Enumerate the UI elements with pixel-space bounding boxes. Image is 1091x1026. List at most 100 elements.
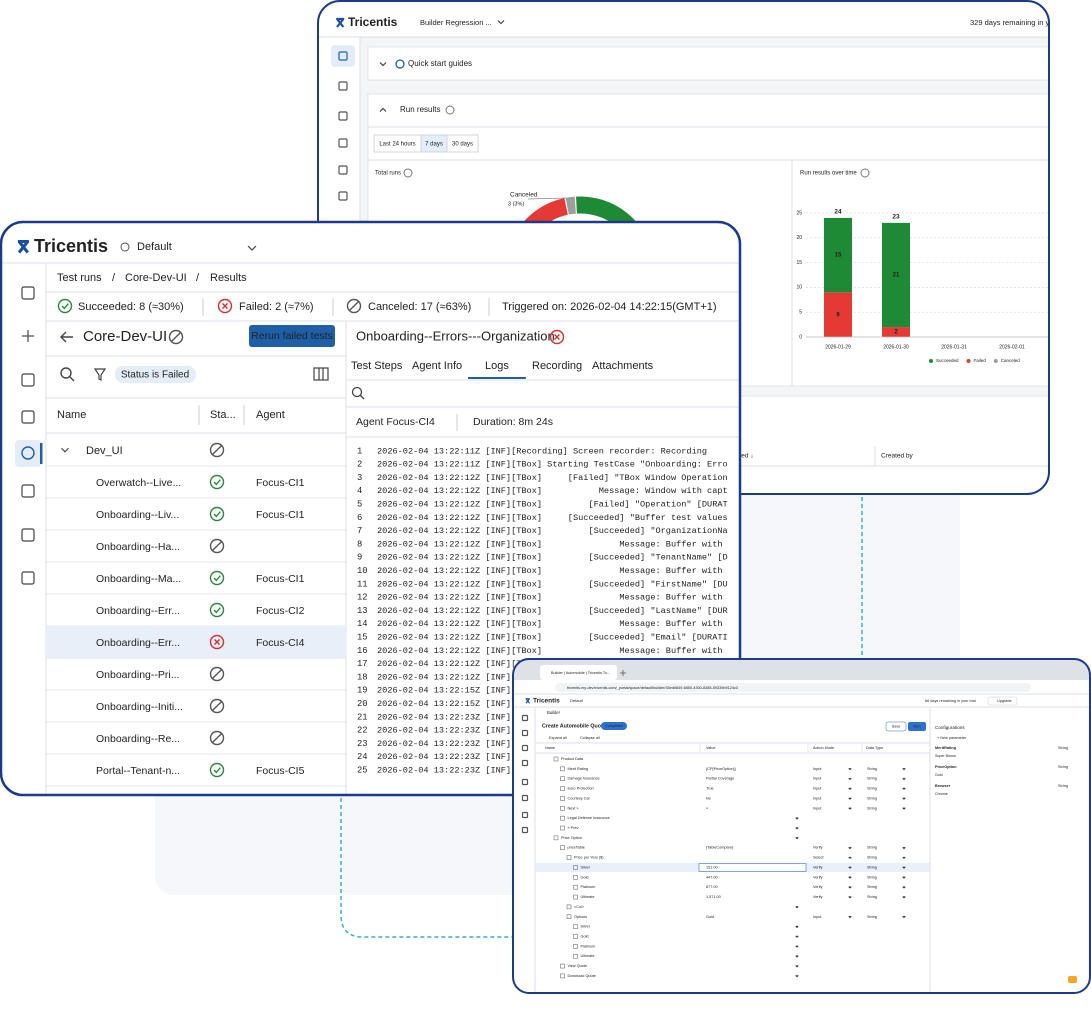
row-type[interactable]: String	[867, 885, 877, 889]
filter-icon[interactable]	[93, 368, 107, 381]
tab-underline	[468, 377, 526, 379]
chevron	[795, 935, 799, 938]
sidebar-icon[interactable]	[21, 571, 35, 585]
row-action[interactable]: Input	[813, 915, 822, 919]
row-action[interactable]: Verify	[813, 895, 823, 899]
status-glyph	[213, 607, 221, 614]
test-name[interactable]: Onboarding--Err...	[96, 637, 180, 649]
sidebar-icon[interactable]	[521, 778, 529, 786]
search-icon	[359, 394, 365, 400]
collapse-all[interactable]: Collapse all	[580, 736, 600, 740]
row-action[interactable]: Input	[813, 796, 822, 800]
test-name[interactable]: Onboarding--Initi...	[96, 701, 183, 713]
row-type[interactable]: String	[867, 796, 877, 800]
sidebar-icon[interactable]	[338, 191, 348, 201]
tab[interactable]: Agent Info	[412, 360, 462, 372]
column-header: Name	[545, 746, 555, 750]
row-action[interactable]: Input	[813, 777, 822, 781]
tab[interactable]: Recording	[532, 360, 582, 372]
test-name[interactable]: Onboarding--Err...	[96, 605, 180, 617]
sidebar-icon[interactable]	[521, 826, 529, 834]
breadcrumb[interactable]: Test runs	[57, 272, 102, 284]
row-type[interactable]: String	[867, 865, 877, 869]
row-type[interactable]: String	[867, 787, 877, 791]
sidebar-icon[interactable]	[21, 446, 35, 460]
summary-succeeded: Succeeded: 8 (≈30%)	[78, 301, 184, 313]
row-icon	[573, 944, 578, 949]
sidebar-icon[interactable]	[21, 484, 35, 498]
save[interactable]: Save	[892, 725, 901, 729]
test-name[interactable]: Onboarding--Pri...	[96, 669, 179, 681]
sidebar-icon[interactable]	[338, 111, 348, 121]
row-type[interactable]: String	[867, 915, 877, 919]
row-action[interactable]: Verify	[813, 875, 823, 879]
upgrade[interactable]: Upgrade	[997, 699, 1012, 703]
row-type[interactable]: String	[867, 875, 877, 879]
rerun-label[interactable]: Rerun failed tests	[251, 330, 333, 342]
run[interactable]: Run	[914, 725, 921, 729]
row-action[interactable]: Verify	[813, 865, 823, 869]
sidebar-icon[interactable]	[521, 811, 529, 819]
row-action[interactable]: Input	[813, 767, 822, 771]
workspace[interactable]: Default	[137, 241, 172, 253]
workspace[interactable]: Builder Regression ...	[420, 18, 492, 27]
test-name[interactable]: Onboarding--Ma...	[96, 573, 181, 585]
back-arrow[interactable]	[60, 331, 73, 343]
log-line-number: 12	[357, 593, 368, 603]
logo-mark	[17, 239, 29, 254]
sidebar-icon[interactable]	[338, 51, 348, 61]
browser-tab-title[interactable]: Builder | Automobile | Tricentis To...	[551, 671, 610, 675]
range-label[interactable]: 7 days	[425, 142, 443, 148]
chevron	[848, 876, 852, 879]
row-action[interactable]: Input	[813, 806, 822, 810]
sidebar-icon[interactable]	[521, 714, 529, 722]
row-action[interactable]: Input	[813, 787, 822, 791]
breadcrumb[interactable]: Core-Dev-UI	[125, 272, 187, 284]
row-type[interactable]: String	[867, 846, 877, 850]
row-type[interactable]: String	[867, 856, 877, 860]
tab[interactable]: Test Steps	[351, 360, 403, 372]
new-parameter[interactable]: + New parameter	[937, 736, 967, 740]
chevron	[795, 974, 799, 978]
status-icon	[209, 442, 225, 458]
test-name[interactable]: Onboarding--Re...	[96, 733, 180, 745]
sidebar-icon[interactable]	[21, 286, 35, 300]
log-text: 2026-02-04 13:22:12Z [INF][TBox] Message…	[377, 539, 723, 549]
sidebar-icon[interactable]	[521, 794, 529, 802]
expand-all[interactable]: Expand all	[549, 736, 567, 740]
tab[interactable]: Logs	[485, 360, 509, 372]
legend-label: Failed	[974, 358, 987, 363]
window-frame	[0, 220, 742, 797]
sidebar-icon[interactable]	[21, 528, 35, 542]
status-glyph	[213, 767, 221, 774]
sidebar-icon[interactable]	[521, 759, 529, 767]
range-label[interactable]: 30 days	[452, 142, 473, 148]
test-name[interactable]: Onboarding--Ha...	[96, 541, 180, 553]
search-icon[interactable]	[60, 367, 72, 379]
row-action[interactable]: Verify	[813, 846, 823, 850]
log-line-number: 4	[357, 486, 362, 496]
range-label[interactable]: Last 24 hours	[379, 142, 415, 148]
chevron	[848, 807, 852, 810]
search-icon	[69, 376, 75, 382]
sidebar-icon[interactable]	[521, 744, 529, 752]
filter-chip-label[interactable]: Status is Failed	[121, 370, 189, 381]
test-name[interactable]: Portal--Tenant-n...	[96, 765, 180, 777]
sidebar-icon[interactable]	[338, 165, 348, 175]
sidebar-icon[interactable]	[338, 81, 348, 91]
row-type[interactable]: String	[867, 777, 877, 781]
sidebar-icon[interactable]	[21, 410, 35, 424]
test-name[interactable]: Overwatch--Live...	[96, 477, 181, 489]
row-action[interactable]: Verify	[813, 885, 823, 889]
log-line-number: 10	[357, 566, 368, 576]
row-type[interactable]: String	[867, 806, 877, 810]
workspace[interactable]: Default	[570, 698, 584, 703]
tab[interactable]: Attachments	[592, 360, 654, 372]
row-action[interactable]: Select	[813, 856, 824, 860]
test-name[interactable]: Onboarding--Liv...	[96, 509, 179, 521]
sidebar-icon[interactable]	[21, 373, 35, 387]
sidebar-icon[interactable]	[338, 138, 348, 148]
row-type[interactable]: String	[867, 767, 877, 771]
row-type[interactable]: String	[867, 895, 877, 899]
sidebar-icon[interactable]	[521, 729, 529, 737]
